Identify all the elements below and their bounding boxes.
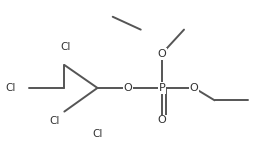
Text: Cl: Cl: [49, 116, 59, 126]
Text: O: O: [190, 83, 199, 93]
Text: O: O: [124, 83, 132, 93]
Text: O: O: [157, 115, 166, 125]
Text: O: O: [157, 49, 166, 59]
Text: Cl: Cl: [92, 129, 103, 139]
Text: Cl: Cl: [6, 83, 16, 93]
Text: Cl: Cl: [60, 42, 71, 52]
Text: P: P: [158, 83, 165, 93]
